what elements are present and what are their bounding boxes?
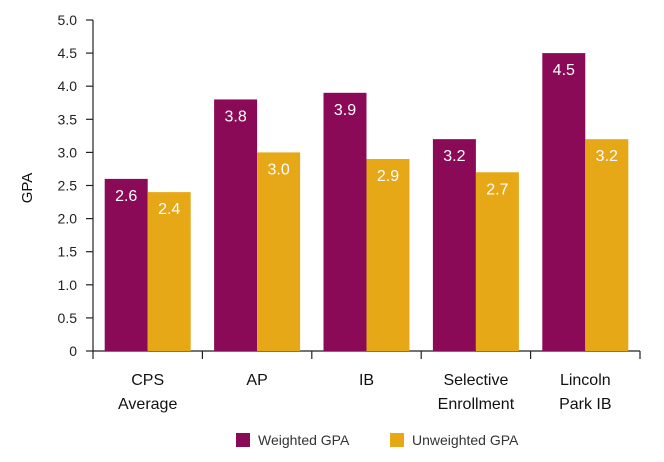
x-category-label: Average bbox=[118, 396, 177, 413]
weighted-gpa-bar bbox=[104, 178, 148, 351]
unweighted-gpa-bar bbox=[366, 159, 410, 351]
legend-label: Unweighted GPA bbox=[412, 432, 519, 448]
y-tick-label: 3.5 bbox=[58, 111, 78, 127]
x-category-label: AP bbox=[246, 372, 267, 389]
weighted-gpa-bar bbox=[432, 139, 476, 351]
bar-value-label: 2.6 bbox=[115, 188, 137, 205]
y-tick-label: 3.0 bbox=[58, 144, 78, 160]
x-category-label: Enrollment bbox=[438, 396, 515, 413]
y-axis: 0 0.5 1.0 1.5 2.0 2.5 3.0 3.5 4.0 4.5 5.0 bbox=[58, 12, 94, 359]
x-axis bbox=[92, 350, 641, 359]
unweighted-gpa-bar bbox=[257, 152, 301, 351]
x-category-label: IB bbox=[359, 372, 374, 389]
bar-value-label: 2.7 bbox=[486, 181, 508, 198]
legend-swatch bbox=[236, 433, 250, 447]
y-tick-label: 0.5 bbox=[58, 310, 78, 326]
y-tick-label: 5.0 bbox=[58, 12, 78, 28]
bar-value-label: 3.9 bbox=[334, 102, 356, 119]
y-tick-label: 1.5 bbox=[58, 244, 78, 260]
unweighted-gpa-bar bbox=[475, 172, 519, 351]
y-tick-label: 4.0 bbox=[58, 78, 78, 94]
y-tick-label: 1.0 bbox=[58, 277, 78, 293]
weighted-gpa-bar bbox=[323, 92, 367, 351]
bar-value-label: 3.2 bbox=[443, 148, 465, 165]
bar-value-label: 4.5 bbox=[553, 62, 575, 79]
legend: Weighted GPA Unweighted GPA bbox=[236, 432, 519, 448]
weighted-gpa-bar bbox=[542, 53, 586, 351]
x-category-label: Lincoln bbox=[560, 372, 611, 389]
bar-value-label: 3.8 bbox=[224, 108, 246, 125]
category-labels: CPS Average AP IB Selective Enrollment Lincoln… bbox=[118, 372, 611, 413]
bar-value-label: 2.4 bbox=[158, 201, 180, 218]
x-category-label: Park IB bbox=[559, 396, 611, 413]
y-axis-title: GPA bbox=[19, 173, 36, 204]
bar-value-label: 3.0 bbox=[267, 161, 289, 178]
bars-group: 2.6 2.4 3.8 3.0 3.9 2.9 3.2 2.7 4.5 3.2 bbox=[104, 53, 629, 351]
x-category-label: Selective bbox=[443, 372, 508, 389]
y-tick-label: 4.5 bbox=[58, 45, 78, 61]
y-tick-label: 2.0 bbox=[58, 211, 78, 227]
x-category-label: CPS bbox=[131, 372, 164, 389]
bar-value-label: 2.9 bbox=[377, 168, 399, 185]
unweighted-gpa-bar bbox=[585, 139, 629, 351]
legend-swatch bbox=[390, 433, 404, 447]
y-tick-label: 2.5 bbox=[58, 178, 78, 194]
bar-value-label: 3.2 bbox=[596, 148, 618, 165]
y-tick-label: 0 bbox=[69, 343, 77, 359]
weighted-gpa-bar bbox=[214, 99, 258, 351]
unweighted-gpa-bar bbox=[147, 192, 191, 351]
legend-label: Weighted GPA bbox=[258, 432, 350, 448]
